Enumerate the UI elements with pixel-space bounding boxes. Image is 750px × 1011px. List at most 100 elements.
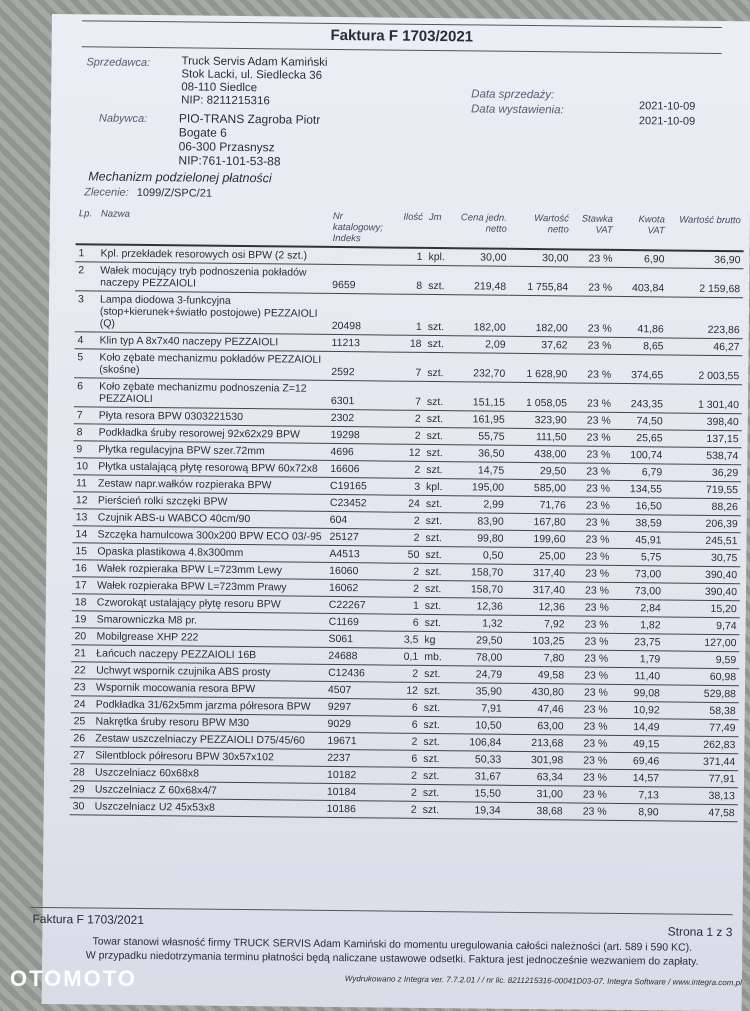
cell-unit: mb. [421,648,452,666]
cell-unit-price: 2,09 [454,335,509,354]
cell-catalog: 25127 [326,528,391,547]
cell-gross-value: 9,74 [663,616,740,635]
cell-lp: 5 [74,348,97,378]
cell-catalog: 16062 [325,579,391,598]
invoice-page: Faktura F 1703/2021 Sprzedawca: Truck Se… [30,14,750,1011]
cell-unit: szt. [420,716,451,734]
cell-vat-amount: 38,59 [612,514,665,532]
cell-vat-amount: 374,65 [614,354,667,384]
cell-net-value: 111,50 [507,428,570,446]
cell-unit: szt. [424,352,455,382]
cell-vat-amount: 403,84 [615,267,668,297]
cell-vat-rate: 23 % [569,462,614,481]
cell-vat-rate: 23 % [568,564,613,583]
cell-catalog: C22267 [325,596,390,615]
cell-unit-price: 151,15 [453,381,509,412]
cell-vat-rate: 23 % [569,411,614,430]
cell-unit-price: 30,00 [455,248,510,267]
cell-net-value: 30,00 [509,248,572,267]
cell-qty: 8 [393,265,426,295]
cell-vat-amount: 11,40 [611,667,664,685]
cell-unit: szt. [425,265,456,295]
cell-vat-amount: 6,79 [613,463,666,481]
cell-gross-value: 36,29 [665,463,742,482]
cell-qty: 6 [389,614,422,632]
cell-qty: 50 [390,546,423,564]
cell-catalog: 10184 [323,783,388,802]
order-value: 1099/Z/SPC/21 [136,186,213,200]
cell-vat-rate: 23 % [567,649,612,668]
cell-unit: szt. [420,733,451,751]
cell-gross-value: 206,39 [664,514,741,533]
cell-gross-value: 2 159,68 [667,267,744,298]
cell-catalog: 4507 [324,681,390,700]
cell-qty: 7 [392,352,425,382]
cell-qty: 1 [393,247,426,266]
cell-name: Uszczelniacz U2 45x53x8 [91,797,324,818]
cell-unit-price: 50,33 [450,750,505,769]
cell-net-value: 199,60 [506,530,569,548]
column-vat-rate: Stawka VAT [571,211,616,250]
cell-catalog: 4696 [327,443,392,462]
cell-catalog: C12436 [325,664,390,683]
cell-unit-price: 55,75 [453,427,508,446]
cell-catalog: 16060 [326,562,391,581]
sale-date: 2021-10-09 [639,100,696,113]
cell-vat-amount: 49,15 [610,735,663,753]
cell-catalog: 24688 [325,647,390,666]
cell-unit: kpl. [425,247,456,266]
cell-vat-rate: 23 % [568,513,613,532]
cell-gross-value: 77,91 [661,769,739,788]
cell-vat-amount: 100,74 [613,446,666,464]
column-qty: Ilość [393,209,426,248]
invoice-title: Faktura F 1703/2021 [330,26,474,46]
cell-net-value: 38,68 [503,802,566,820]
cell-qty: 7 [391,381,425,411]
cell-vat-amount: 41,86 [614,296,668,338]
cell-unit: szt. [419,784,450,802]
cell-lp: 20 [71,627,94,645]
cell-lp: 23 [70,678,94,696]
cell-lp: 3 [74,290,98,332]
cell-unit-price: 232,70 [454,352,509,383]
cell-lp: 29 [69,780,92,798]
seller-nip: NIP: 8211215316 [181,94,270,108]
cell-unit-price: 83,90 [452,512,507,531]
column-gross-value: Wartość brutto [667,212,744,252]
cell-catalog: 11213 [328,334,393,353]
items-table: Lp. Nazwa Nr katalogowy; Indeks Ilość Jm Cena… [69,206,744,822]
cell-catalog: C19165 [326,477,392,496]
cell-lp: 12 [72,491,95,509]
otomoto-watermark: OTOMOTO [10,966,137,991]
cell-unit-price: 14,75 [453,461,508,480]
cell-unit-price: 35,90 [450,682,506,701]
cell-gross-value: 390,40 [663,582,741,601]
issue-date-label: Data wystawienia: [470,103,564,117]
cell-unit: kg [421,631,452,649]
cell-unit-price: 10,50 [450,716,505,735]
table-row: 3 Lampa diodowa 3-funkcyjna (stop+kierune… [74,290,744,339]
cell-lp: 22 [71,661,94,679]
cell-vat-rate: 23 % [570,336,615,355]
cell-lp: 26 [70,729,93,747]
cell-net-value: 1 755,84 [509,266,572,296]
cell-gross-value: 36,90 [667,250,744,269]
cell-vat-amount: 73,00 [611,582,665,600]
cell-lp: 17 [71,576,95,594]
cell-vat-amount: 10,92 [610,701,663,719]
cell-catalog: C23452 [326,494,391,513]
cell-gross-value: 9,59 [663,650,740,669]
cell-unit: szt. [423,410,454,428]
cell-unit-price: 19,34 [449,801,504,820]
cell-catalog: 16606 [327,460,392,479]
cell-qty: 2 [387,784,420,802]
cell-name: Koło zębate mechanizmu pokładów PEZZAIOL… [96,348,329,381]
column-lp: Lp. [75,206,98,245]
cell-gross-value: 38,13 [661,786,738,805]
cell-catalog: 10182 [323,766,389,785]
cell-vat-rate: 23 % [567,666,612,685]
cell-unit: szt. [423,381,455,411]
cell-lp: 4 [74,331,97,349]
cell-qty: 1 [389,597,422,615]
cell-unit: szt. [421,580,453,598]
